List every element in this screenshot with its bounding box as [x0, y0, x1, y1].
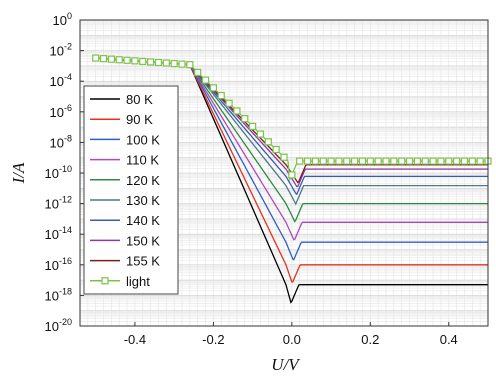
light-marker	[460, 157, 469, 165]
light-marker	[382, 157, 390, 165]
y-tick-label: 10-2	[50, 42, 72, 59]
light-marker	[123, 56, 131, 64]
legend-label: 80 K	[126, 92, 153, 107]
light-marker	[233, 107, 241, 115]
legend-label: light	[126, 274, 150, 289]
light-marker	[288, 171, 296, 179]
light-marker	[194, 68, 202, 77]
light-marker	[437, 157, 445, 165]
light-marker	[421, 157, 429, 165]
legend-box	[83, 85, 179, 295]
light-marker	[303, 157, 312, 165]
legend-label: 90 K	[126, 112, 153, 127]
light-marker	[476, 157, 484, 165]
light-marker	[249, 122, 257, 130]
light-marker	[335, 157, 343, 165]
light-marker	[296, 157, 304, 165]
light-marker	[398, 157, 406, 165]
legend-marker	[101, 277, 109, 285]
light-marker	[256, 130, 265, 138]
legend-label: 120 K	[126, 173, 160, 188]
light-marker	[343, 157, 351, 165]
y-tick-label: 100	[53, 11, 72, 28]
light-marker	[445, 157, 453, 165]
light-marker	[99, 55, 108, 63]
legend-label: 110 K	[126, 153, 159, 168]
legend-label: 130 K	[126, 193, 160, 208]
y-tick-label: 10-14	[45, 225, 72, 242]
light-marker	[201, 76, 210, 84]
light-marker	[405, 157, 414, 165]
light-marker	[327, 157, 335, 165]
light-marker	[366, 157, 374, 165]
light-marker	[319, 157, 327, 165]
x-tick-label: -0.2	[202, 332, 224, 347]
light-marker	[311, 157, 319, 165]
light-marker	[107, 55, 115, 63]
legend-label: 100 K	[126, 132, 160, 147]
light-marker	[453, 157, 461, 165]
light-marker	[170, 59, 178, 68]
light-marker	[147, 58, 155, 66]
light-marker	[154, 58, 163, 67]
light-marker	[468, 157, 476, 165]
plot-lines	[92, 54, 492, 304]
x-tick-label: 0.0	[283, 332, 301, 347]
legend-label: 150 K	[126, 233, 160, 248]
light-marker	[209, 84, 217, 92]
y-ticks: 100 10-2 10-4 10-6 10-8 10-10 10-12 10-14 10-16 1…	[45, 11, 84, 334]
y-tick-label: 10-8	[50, 133, 72, 150]
light-marker	[115, 56, 123, 64]
light-marker	[374, 157, 382, 165]
light-marker	[139, 57, 147, 65]
light-marker	[280, 153, 288, 161]
legend: 80 K 90 K 100 K 110 K 120 K 130 K 140 K 150 K 15…	[83, 85, 179, 295]
y-tick-label: 10-12	[45, 195, 72, 212]
light-marker	[264, 138, 272, 146]
x-tick-label: -0.4	[124, 332, 146, 347]
legend-label: 140 K	[126, 213, 160, 228]
light-marker	[358, 157, 367, 165]
light-marker	[225, 99, 233, 107]
light-marker	[178, 60, 186, 68]
light-marker	[162, 59, 170, 67]
light-marker	[92, 54, 100, 62]
light-marker	[241, 115, 249, 123]
light-marker	[413, 157, 421, 165]
light-marker	[131, 57, 139, 65]
y-tick-label: 10-6	[50, 103, 72, 120]
legend-label: 155 K	[126, 254, 160, 269]
light-marker	[351, 157, 359, 165]
light-marker	[186, 61, 194, 69]
x-ticks: -0.4 -0.2 0.0 0.2 0.4	[124, 322, 458, 347]
light-marker	[217, 91, 225, 100]
y-tick-label: 10-16	[45, 256, 72, 273]
y-axis-title: I/A	[9, 162, 28, 184]
y-tick-label: 10-10	[45, 164, 72, 181]
x-tick-label: 0.4	[440, 332, 458, 347]
y-tick-label: 10-20	[45, 317, 72, 334]
light-marker	[272, 145, 280, 154]
light-marker	[429, 157, 437, 165]
x-axis-title: U/V	[271, 355, 301, 374]
x-tick-label: 0.2	[361, 332, 379, 347]
light-marker	[390, 157, 398, 165]
y-tick-label: 10-18	[45, 286, 72, 303]
y-tick-label: 10-4	[50, 72, 72, 89]
